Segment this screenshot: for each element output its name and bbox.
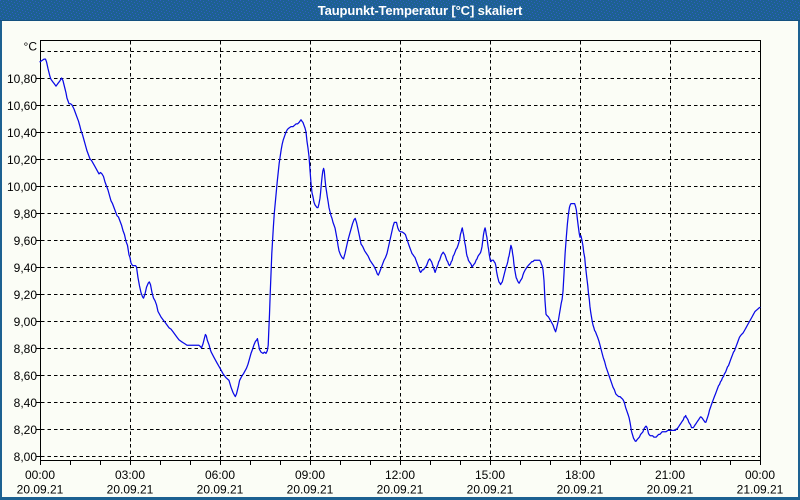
svg-text:03:00: 03:00 — [115, 468, 145, 482]
svg-text:12:00: 12:00 — [385, 468, 415, 482]
svg-text:8,80: 8,80 — [14, 342, 38, 356]
svg-text:20.09.21: 20.09.21 — [197, 483, 244, 497]
svg-text:10,40: 10,40 — [7, 126, 37, 140]
svg-text:20.09.21: 20.09.21 — [17, 483, 64, 497]
svg-text:10,00: 10,00 — [7, 180, 37, 194]
svg-text:Taupunkt-Temperatur [°C] skali: Taupunkt-Temperatur [°C] skaliert — [318, 3, 523, 18]
svg-text:21:00: 21:00 — [655, 468, 685, 482]
svg-text:8,20: 8,20 — [14, 423, 38, 437]
svg-text:00:00: 00:00 — [745, 468, 775, 482]
svg-text:20.09.21: 20.09.21 — [467, 483, 514, 497]
svg-text:20.09.21: 20.09.21 — [287, 483, 334, 497]
svg-text:09:00: 09:00 — [295, 468, 325, 482]
svg-text:9,00: 9,00 — [14, 315, 38, 329]
svg-text:21.09.21: 21.09.21 — [737, 483, 784, 497]
svg-text:9,80: 9,80 — [14, 207, 38, 221]
svg-text:18:00: 18:00 — [565, 468, 595, 482]
svg-text:06:00: 06:00 — [205, 468, 235, 482]
svg-text:8,40: 8,40 — [14, 396, 38, 410]
svg-text:20.09.21: 20.09.21 — [377, 483, 424, 497]
svg-text:20.09.21: 20.09.21 — [107, 483, 154, 497]
svg-text:10,80: 10,80 — [7, 72, 37, 86]
svg-text:9,60: 9,60 — [14, 234, 38, 248]
svg-text:00:00: 00:00 — [25, 468, 55, 482]
svg-text:°C: °C — [24, 40, 38, 54]
svg-text:9,40: 9,40 — [14, 261, 38, 275]
svg-text:20.09.21: 20.09.21 — [557, 483, 604, 497]
svg-text:9,20: 9,20 — [14, 288, 38, 302]
svg-text:10,20: 10,20 — [7, 153, 37, 167]
svg-text:10,60: 10,60 — [7, 99, 37, 113]
svg-text:8,00: 8,00 — [14, 450, 38, 464]
svg-text:15:00: 15:00 — [475, 468, 505, 482]
svg-text:20.09.21: 20.09.21 — [647, 483, 694, 497]
svg-text:8,60: 8,60 — [14, 369, 38, 383]
